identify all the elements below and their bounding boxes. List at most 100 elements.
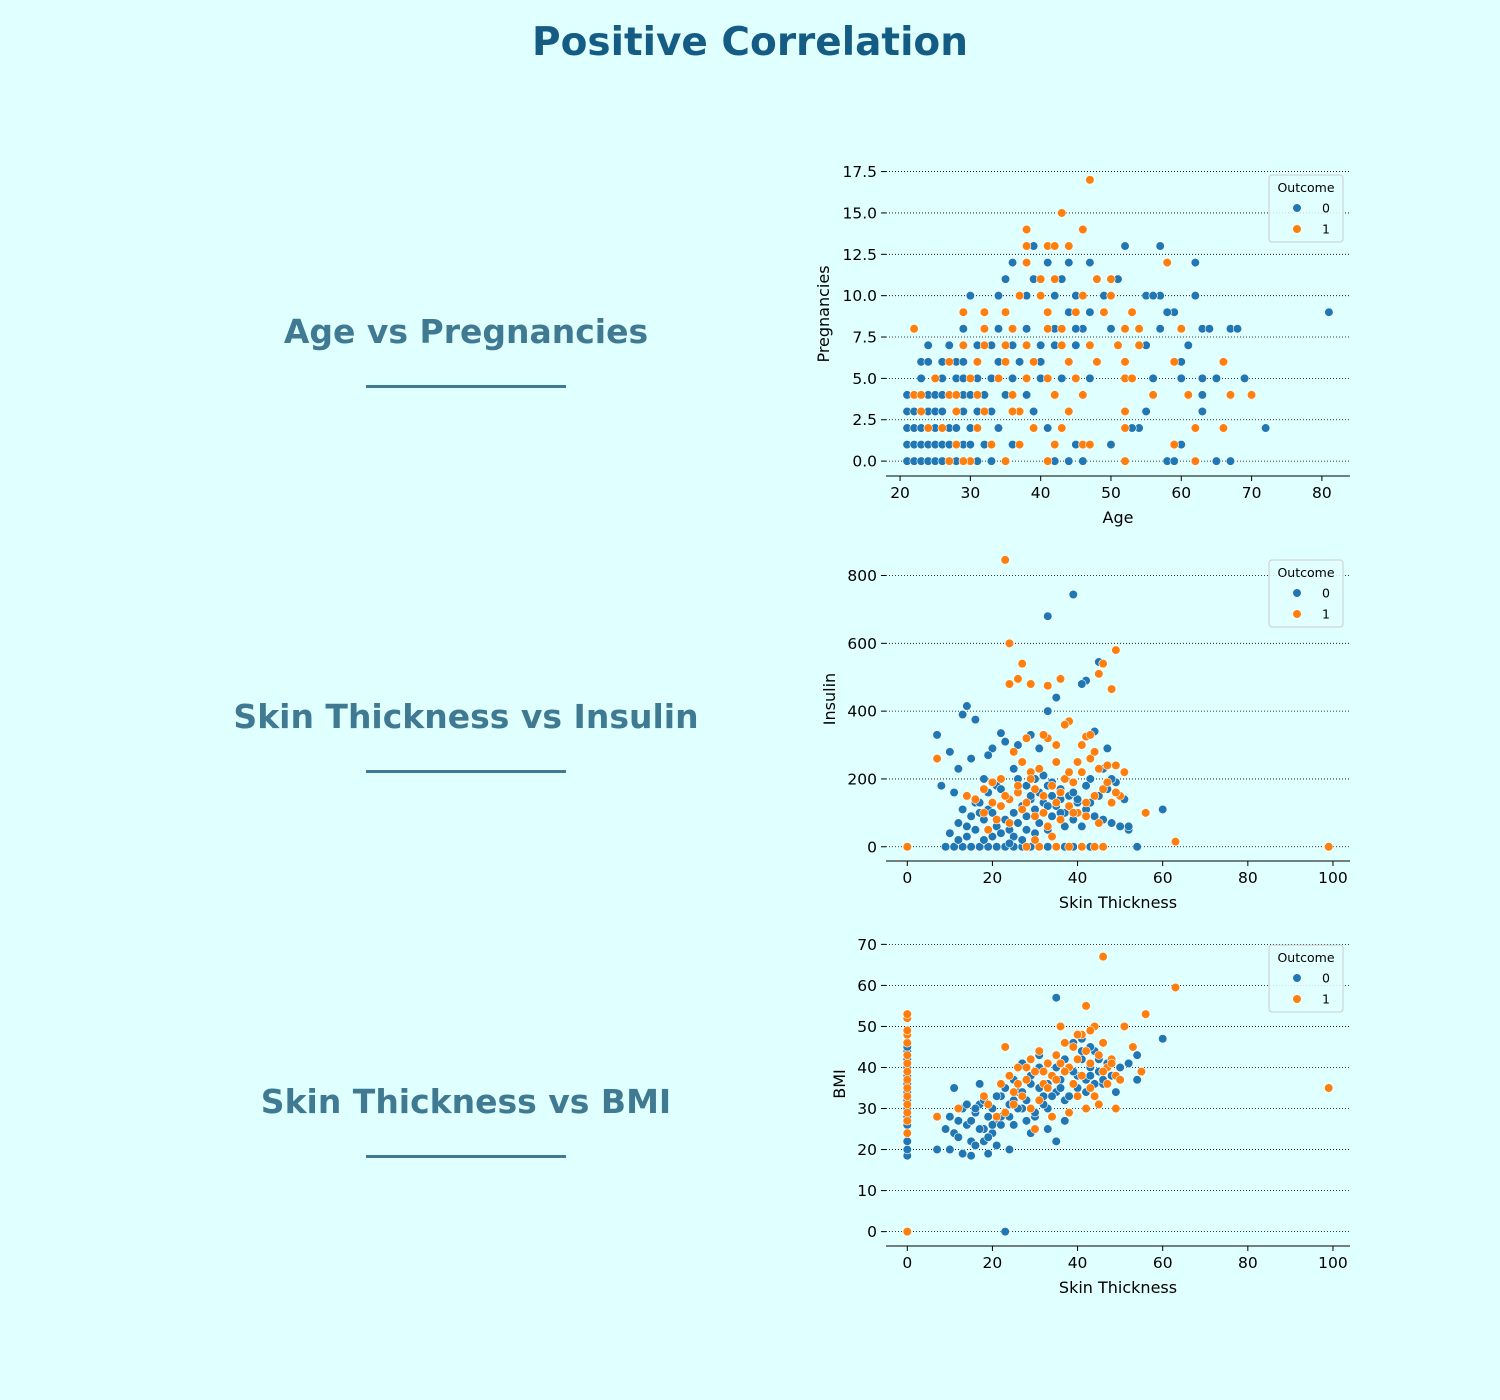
legend-label-1: 1 xyxy=(1322,992,1330,1007)
data-point-outcome-0 xyxy=(1124,821,1134,832)
data-point-outcome-1 xyxy=(1218,357,1229,367)
data-point-outcome-1 xyxy=(1047,1112,1057,1122)
data-point-outcome-0 xyxy=(1068,787,1078,798)
data-point-outcome-1 xyxy=(1064,406,1074,417)
data-point-outcome-1 xyxy=(1085,439,1095,450)
data-point-outcome-1 xyxy=(992,815,1002,825)
data-point-outcome-1 xyxy=(1022,373,1032,383)
data-point-outcome-0 xyxy=(983,1132,993,1142)
data-point-outcome-0 xyxy=(966,754,976,764)
data-point-outcome-0 xyxy=(1071,324,1081,334)
data-point-outcome-0 xyxy=(1162,307,1172,317)
data-point-outcome-0 xyxy=(983,1112,993,1122)
data-point-outcome-1 xyxy=(1030,784,1040,794)
data-point-outcome-0 xyxy=(1085,373,1095,383)
data-point-outcome-0 xyxy=(902,1136,912,1146)
data-point-outcome-1 xyxy=(987,777,998,787)
data-point-outcome-1 xyxy=(1128,1042,1138,1052)
data-point-outcome-1 xyxy=(944,456,954,466)
data-point-outcome-0 xyxy=(937,406,947,417)
legend-label-1: 1 xyxy=(1322,607,1330,622)
data-point-outcome-1 xyxy=(1043,1083,1053,1093)
y-tick-label: 30 xyxy=(857,1100,877,1118)
data-point-outcome-1 xyxy=(1026,1054,1036,1064)
data-point-outcome-1 xyxy=(1102,1079,1112,1089)
legend-box xyxy=(1268,559,1344,628)
data-point-outcome-1 xyxy=(1060,774,1070,784)
data-point-outcome-1 xyxy=(1060,1038,1070,1048)
data-point-outcome-1 xyxy=(1078,224,1088,235)
data-point-outcome-1 xyxy=(992,1112,1002,1122)
data-point-outcome-1 xyxy=(1068,1042,1078,1052)
data-point-outcome-1 xyxy=(1017,757,1027,767)
data-point-outcome-1 xyxy=(1225,390,1236,400)
data-point-outcome-1 xyxy=(1050,241,1060,251)
data-point-outcome-1 xyxy=(1098,1038,1108,1048)
data-point-outcome-1 xyxy=(1013,781,1023,791)
data-point-outcome-0 xyxy=(1043,706,1053,716)
data-point-outcome-1 xyxy=(902,1009,912,1019)
x-tick-label: 20 xyxy=(983,1254,1003,1272)
data-point-outcome-0 xyxy=(1007,257,1018,268)
data-point-outcome-1 xyxy=(1000,555,1010,565)
data-point-outcome-0 xyxy=(1211,456,1222,466)
data-point-outcome-1 xyxy=(1094,669,1104,679)
data-point-outcome-1 xyxy=(1324,842,1334,852)
section-title-age-vs-pregnancies: Age vs Pregnancies xyxy=(283,312,649,351)
data-point-outcome-0 xyxy=(1204,324,1214,334)
data-point-outcome-1 xyxy=(965,373,975,383)
data-point-outcome-0 xyxy=(1183,340,1193,350)
data-point-outcome-0 xyxy=(993,324,1004,334)
data-point-outcome-1 xyxy=(1051,1050,1061,1060)
data-point-outcome-1 xyxy=(951,390,961,400)
data-point-outcome-1 xyxy=(1081,811,1091,821)
data-point-outcome-1 xyxy=(1102,777,1112,787)
legend-title: Outcome xyxy=(1277,565,1334,580)
data-point-outcome-0 xyxy=(958,709,968,720)
data-point-outcome-0 xyxy=(1106,439,1116,450)
data-point-outcome-1 xyxy=(1092,274,1102,284)
data-point-outcome-1 xyxy=(958,340,968,350)
data-point-outcome-0 xyxy=(945,1144,955,1155)
y-tick-label: 70 xyxy=(857,936,877,954)
data-point-outcome-1 xyxy=(1183,390,1193,400)
data-point-outcome-1 xyxy=(1072,1054,1083,1064)
data-point-outcome-0 xyxy=(953,835,963,845)
data-point-outcome-1 xyxy=(1085,754,1095,764)
data-point-outcome-0 xyxy=(1085,1071,1095,1081)
data-point-outcome-1 xyxy=(1081,1103,1091,1114)
data-point-outcome-0 xyxy=(1115,821,1125,832)
data-point-outcome-0 xyxy=(992,1140,1002,1151)
data-point-outcome-1 xyxy=(1119,1021,1129,1032)
data-point-outcome-1 xyxy=(1017,804,1027,815)
data-point-outcome-0 xyxy=(1107,818,1117,828)
data-point-outcome-1 xyxy=(1081,798,1091,808)
data-point-outcome-0 xyxy=(1158,804,1168,815)
data-point-outcome-0 xyxy=(1124,1058,1134,1068)
data-point-outcome-1 xyxy=(902,1058,912,1068)
data-point-outcome-1 xyxy=(1170,837,1181,847)
data-point-outcome-1 xyxy=(1148,390,1158,400)
data-point-outcome-1 xyxy=(1014,291,1025,301)
data-point-outcome-0 xyxy=(1047,1091,1057,1101)
data-point-outcome-1 xyxy=(1026,679,1036,689)
data-point-outcome-1 xyxy=(979,406,990,417)
data-point-outcome-1 xyxy=(1107,798,1117,808)
data-point-outcome-0 xyxy=(1000,274,1011,284)
data-point-outcome-0 xyxy=(992,842,1002,852)
scatter-chart-1: 0.0 2.5 5.0 7.5 10.0 12.5 15.0 17.5 20 30 40 50 60 70… xyxy=(814,163,1350,527)
data-point-outcome-1 xyxy=(1176,324,1186,334)
data-point-outcome-1 xyxy=(1007,324,1018,334)
data-point-outcome-1 xyxy=(979,340,990,350)
data-point-outcome-0 xyxy=(1014,357,1025,367)
data-point-outcome-1 xyxy=(1136,1066,1147,1077)
data-point-outcome-1 xyxy=(1072,1030,1083,1040)
data-point-outcome-1 xyxy=(1089,1091,1100,1101)
data-point-outcome-1 xyxy=(979,324,990,334)
legend-title: Outcome xyxy=(1277,950,1334,965)
data-point-outcome-1 xyxy=(958,456,968,466)
x-tick-label: 20 xyxy=(890,484,910,502)
data-point-outcome-1 xyxy=(1089,747,1100,757)
data-point-outcome-0 xyxy=(1021,1116,1032,1126)
data-point-outcome-1 xyxy=(951,439,961,450)
